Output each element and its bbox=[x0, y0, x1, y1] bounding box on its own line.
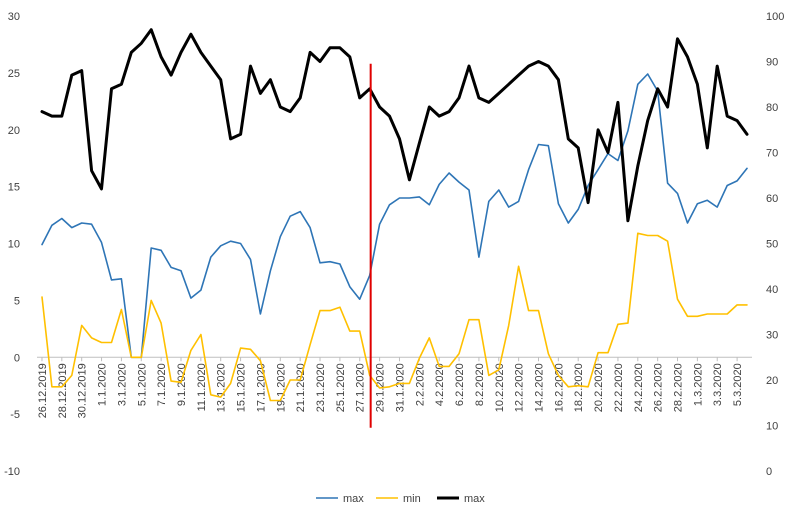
y-right-tick-label: 40 bbox=[766, 284, 778, 296]
y-left-tick-label: 25 bbox=[8, 68, 20, 80]
x-tick-label: 26.12.2019 bbox=[37, 363, 49, 418]
x-tick-label: 5.1.2020 bbox=[136, 363, 148, 406]
x-tick-label: 23.1.2020 bbox=[315, 363, 327, 412]
x-tick-label: 14.2.2020 bbox=[533, 363, 545, 412]
x-tick-label: 10.2.2020 bbox=[494, 363, 506, 412]
y-left-tick-label: 10 bbox=[8, 239, 20, 251]
y-left-tick-label: 0 bbox=[14, 352, 20, 364]
legend-label-2: min bbox=[403, 493, 421, 505]
x-tick-label: 13.1.2020 bbox=[216, 363, 228, 412]
y-right-tick-label: 0 bbox=[766, 466, 772, 478]
y-left-tick-label: 30 bbox=[8, 11, 20, 23]
y-right-tick-label: 100 bbox=[766, 11, 784, 23]
legend-label-3: max bbox=[464, 493, 485, 505]
x-tick-label: 28.2.2020 bbox=[673, 363, 685, 412]
x-tick-label: 3.1.2020 bbox=[116, 363, 128, 406]
y-right-tick-label: 80 bbox=[766, 102, 778, 114]
x-tick-label: 2.2.2020 bbox=[414, 363, 426, 406]
y-right-tick-label: 60 bbox=[766, 193, 778, 205]
y-left-tick-label: -10 bbox=[4, 466, 20, 478]
x-tick-label: 22.2.2020 bbox=[613, 363, 625, 412]
x-tick-label: 1.3.2020 bbox=[692, 363, 704, 406]
x-tick-label: 25.1.2020 bbox=[335, 363, 347, 412]
y-right-tick-label: 30 bbox=[766, 330, 778, 342]
series-line-1 bbox=[42, 74, 747, 357]
x-tick-label: 30.12.2019 bbox=[77, 363, 89, 418]
x-tick-label: 17.1.2020 bbox=[255, 363, 267, 412]
y-right-tick-label: 10 bbox=[766, 421, 778, 433]
x-tick-label: 3.3.2020 bbox=[712, 363, 724, 406]
x-tick-label: 9.1.2020 bbox=[176, 363, 188, 406]
y-left-tick-label: 5 bbox=[14, 295, 20, 307]
x-tick-label: 19.1.2020 bbox=[275, 363, 287, 412]
x-tick-label: 5.3.2020 bbox=[732, 363, 744, 406]
y-right-tick-label: 20 bbox=[766, 375, 778, 387]
y-left-tick-label: 20 bbox=[8, 125, 20, 137]
x-tick-label: 31.1.2020 bbox=[394, 363, 406, 412]
x-tick-label: 7.1.2020 bbox=[156, 363, 168, 406]
x-tick-label: 24.2.2020 bbox=[633, 363, 645, 412]
y-left-tick-label: -5 bbox=[10, 409, 20, 421]
y-right-tick-label: 70 bbox=[766, 148, 778, 160]
legend-layer: max min max bbox=[316, 493, 485, 505]
x-tick-label: 27.1.2020 bbox=[355, 363, 367, 412]
x-tick-label: 15.1.2020 bbox=[236, 363, 248, 412]
x-tick-label: 26.2.2020 bbox=[653, 363, 665, 412]
x-tick-label: 16.2.2020 bbox=[553, 363, 565, 412]
x-tick-label: 8.2.2020 bbox=[474, 363, 486, 406]
y-right-tick-label: 50 bbox=[766, 239, 778, 251]
x-tick-label: 21.1.2020 bbox=[295, 363, 307, 412]
x-tick-label: 18.2.2020 bbox=[573, 363, 585, 412]
x-tick-label: 6.2.2020 bbox=[454, 363, 466, 406]
y-right-tick-label: 90 bbox=[766, 57, 778, 69]
legend-label-1: max bbox=[343, 493, 364, 505]
x-tick-label: 28.12.2019 bbox=[57, 363, 69, 418]
x-tick-label: 12.2.2020 bbox=[514, 363, 526, 412]
x-tick-label: 1.1.2020 bbox=[97, 363, 109, 406]
x-tick-label: 4.2.2020 bbox=[434, 363, 446, 406]
series-line-3 bbox=[42, 30, 747, 221]
y-left-tick-label: 15 bbox=[8, 182, 20, 194]
series-layer bbox=[42, 30, 747, 401]
x-tick-label: 20.2.2020 bbox=[593, 363, 605, 412]
